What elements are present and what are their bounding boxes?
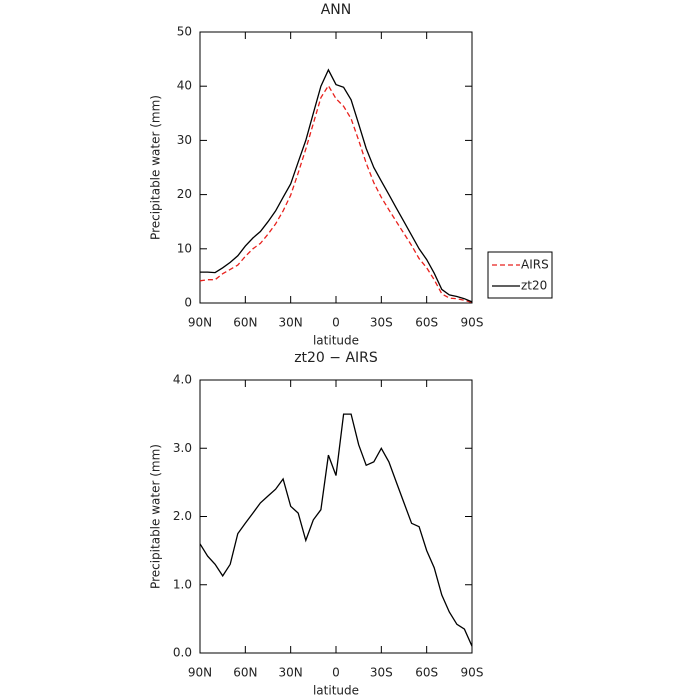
x-tick-label: 90S xyxy=(461,666,484,680)
x-tick-label: 30N xyxy=(279,316,303,330)
y-tick-label: 3.0 xyxy=(173,441,192,455)
data-line xyxy=(199,84,473,304)
chart-title: ANN xyxy=(321,2,352,18)
x-tick-label: 60S xyxy=(415,316,438,330)
y-tick-label: 0 xyxy=(184,296,192,310)
data-line xyxy=(199,413,473,647)
y-axis-label: Precipitable water (mm) xyxy=(149,95,163,240)
legend-label: zt20 xyxy=(521,279,547,293)
y-tick-label: 40 xyxy=(177,79,192,93)
y-tick-label: 50 xyxy=(177,25,192,39)
x-tick-label: 0 xyxy=(332,666,340,680)
data-line xyxy=(200,68,473,303)
y-tick-label: 20 xyxy=(177,187,192,201)
x-axis-label: latitude xyxy=(313,684,359,698)
y-tick-label: 2.0 xyxy=(173,509,192,523)
y-tick-label: 1.0 xyxy=(173,577,192,591)
y-tick-label: 30 xyxy=(177,133,192,147)
x-tick-label: 30S xyxy=(370,666,393,680)
y-tick-label: 4.0 xyxy=(173,373,192,387)
x-tick-label: 60N xyxy=(233,666,257,680)
x-tick-label: 90S xyxy=(461,316,484,330)
y-tick-label: 10 xyxy=(177,241,192,255)
x-tick-label: 90N xyxy=(188,666,212,680)
x-tick-label: 30S xyxy=(370,316,393,330)
x-tick-label: 90N xyxy=(188,316,212,330)
y-axis-label: Precipitable water (mm) xyxy=(149,444,163,589)
x-tick-label: 0 xyxy=(332,316,340,330)
legend-box xyxy=(487,251,553,299)
plot-frame xyxy=(199,379,473,654)
legend-label: AIRS xyxy=(521,258,549,272)
x-tick-label: 30N xyxy=(279,666,303,680)
x-axis-label: latitude xyxy=(313,334,359,348)
y-tick-label: 0.0 xyxy=(173,646,192,660)
plot-frame xyxy=(199,31,473,304)
x-tick-label: 60N xyxy=(233,316,257,330)
x-tick-label: 60S xyxy=(415,666,438,680)
chart-title: zt20 − AIRS xyxy=(294,350,378,366)
